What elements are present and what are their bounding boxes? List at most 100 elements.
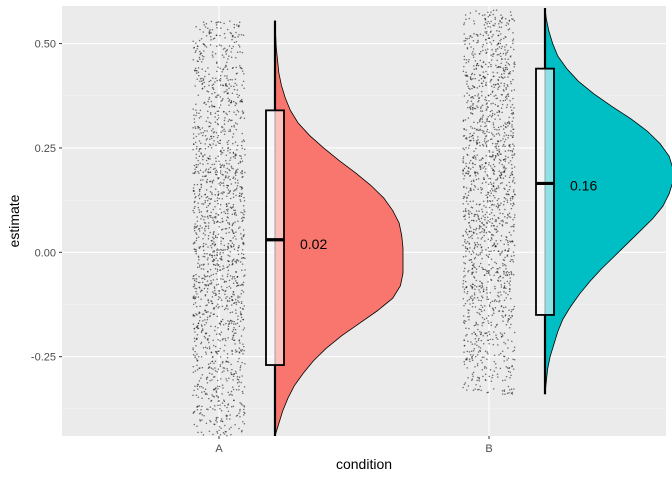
data-point — [497, 126, 500, 129]
data-point — [476, 364, 479, 367]
data-point — [463, 345, 466, 347]
data-point — [214, 200, 216, 203]
data-point — [505, 236, 507, 238]
data-point — [214, 345, 217, 348]
data-point — [466, 290, 469, 293]
data-point — [239, 320, 242, 323]
data-point — [205, 321, 208, 324]
data-point — [495, 205, 498, 208]
data-point — [201, 405, 203, 408]
data-point — [210, 254, 213, 257]
data-point — [231, 119, 233, 121]
data-point — [492, 122, 495, 124]
data-point — [469, 225, 471, 227]
data-point — [240, 211, 242, 214]
data-point — [482, 145, 485, 147]
data-point — [201, 214, 203, 217]
data-point — [211, 28, 214, 31]
data-point — [242, 420, 244, 423]
data-point — [195, 153, 198, 156]
data-point — [506, 68, 509, 71]
data-point — [507, 134, 510, 137]
data-point — [494, 154, 497, 157]
data-point — [507, 339, 509, 341]
data-point — [471, 379, 473, 382]
data-point — [482, 114, 484, 117]
data-point — [480, 308, 482, 311]
data-point — [211, 379, 213, 381]
data-point — [505, 95, 508, 97]
data-point — [485, 194, 487, 196]
data-point — [243, 200, 246, 202]
data-point — [497, 197, 500, 200]
data-point — [485, 103, 488, 105]
data-point — [237, 295, 239, 297]
data-point — [497, 376, 499, 378]
data-point — [487, 140, 490, 142]
data-point — [487, 271, 490, 274]
data-point — [213, 287, 216, 289]
data-point — [218, 265, 221, 268]
data-point — [231, 338, 234, 340]
data-point — [462, 215, 465, 218]
data-point — [195, 109, 197, 111]
data-point — [497, 42, 500, 45]
data-point — [239, 415, 241, 418]
data-point — [227, 361, 230, 364]
data-point — [208, 121, 211, 123]
data-point — [488, 14, 491, 16]
data-point — [195, 233, 198, 236]
data-point — [214, 235, 217, 237]
data-point — [497, 145, 500, 148]
data-point — [467, 154, 469, 156]
data-point — [204, 154, 206, 156]
data-point — [225, 414, 228, 417]
data-point — [198, 209, 200, 211]
data-point — [234, 209, 237, 212]
data-point — [474, 53, 476, 55]
data-point — [484, 31, 486, 33]
data-point — [205, 225, 207, 228]
data-point — [508, 19, 511, 22]
data-point — [227, 403, 230, 405]
data-point — [470, 341, 472, 343]
data-point — [477, 178, 480, 180]
data-point — [513, 244, 516, 247]
data-point — [234, 423, 236, 426]
data-point — [472, 104, 474, 106]
data-point — [506, 51, 509, 54]
data-point — [508, 392, 510, 394]
data-point — [232, 100, 235, 103]
data-point — [480, 389, 482, 392]
data-point — [204, 388, 207, 390]
data-point — [499, 52, 502, 55]
data-point — [217, 233, 220, 236]
data-point — [481, 249, 483, 252]
data-point — [482, 288, 485, 291]
density-cloud-A — [274, 20, 404, 437]
data-point — [226, 434, 228, 437]
data-point — [464, 43, 466, 45]
data-point — [240, 381, 242, 384]
data-point — [479, 118, 481, 121]
data-point — [480, 217, 483, 220]
data-point — [486, 117, 488, 120]
data-point — [473, 107, 476, 110]
data-point — [221, 288, 223, 291]
data-point — [482, 268, 485, 271]
data-point — [513, 388, 515, 390]
data-point — [236, 382, 239, 384]
data-point — [202, 237, 204, 240]
data-point — [201, 325, 203, 327]
data-point — [227, 328, 230, 330]
data-point — [225, 297, 227, 300]
data-point — [507, 321, 509, 323]
data-point — [213, 244, 216, 247]
data-point — [487, 191, 489, 194]
data-point — [230, 246, 233, 248]
data-point — [472, 200, 474, 202]
data-point — [468, 216, 471, 218]
data-point — [512, 368, 515, 370]
data-point — [467, 203, 469, 205]
data-point — [485, 206, 487, 208]
